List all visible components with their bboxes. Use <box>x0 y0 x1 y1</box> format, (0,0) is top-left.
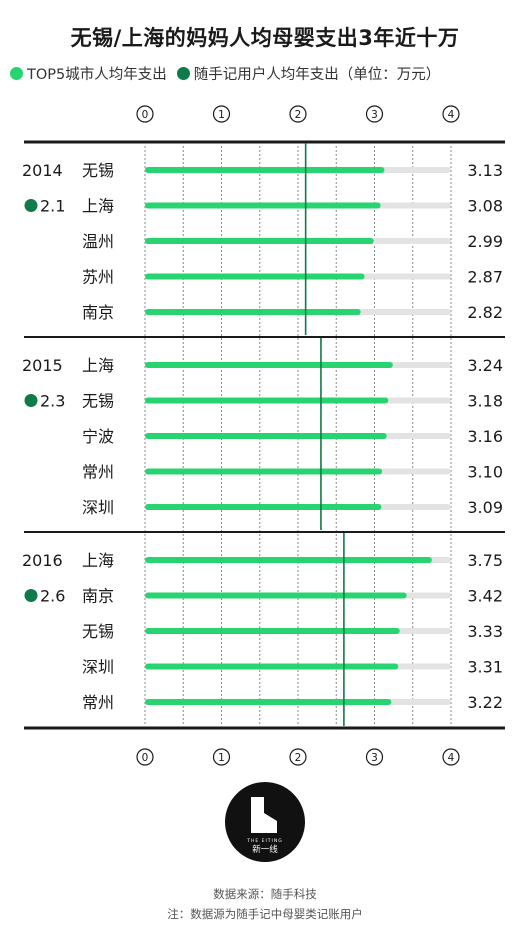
axis-tick-top-label: 2 <box>295 109 302 121</box>
bar-category-label: 宁波 <box>82 427 114 446</box>
logo-name: 新一线 <box>252 844 278 855</box>
bar-value-label: 3.42 <box>467 587 503 606</box>
axis-tick-bottom-label: 1 <box>218 752 225 764</box>
average-dot <box>24 589 38 602</box>
average-value-label: 2.3 <box>40 392 65 411</box>
legend-label-average: 随手记用户人均年支出（单位：万元） <box>193 67 441 83</box>
bar <box>145 309 361 315</box>
group-year-label: 2015 <box>22 356 63 375</box>
bar-value-label: 3.09 <box>467 498 503 517</box>
bar <box>145 628 400 634</box>
bar-category-label: 上海 <box>82 551 114 570</box>
axis-tick-bottom-label: 3 <box>371 752 378 764</box>
bar-category-label: 无锡 <box>82 392 114 411</box>
axis-tick-top-circle <box>289 105 307 123</box>
average-dot <box>24 199 38 212</box>
axis-tick-bottom-circle <box>442 748 460 766</box>
bar <box>145 273 365 280</box>
bar-value-label: 3.22 <box>467 693 503 712</box>
axis-tick-top-label: 4 <box>448 109 455 121</box>
axis-tick-top-circle <box>212 105 231 123</box>
bar-value-label: 3.33 <box>467 622 503 641</box>
bar-value-label: 3.75 <box>467 551 503 570</box>
bar-category-label: 深圳 <box>82 498 114 517</box>
bar-category-label: 常州 <box>82 693 114 712</box>
bar-value-label: 2.82 <box>467 303 503 322</box>
bar <box>145 504 382 510</box>
bar-value-label: 2.99 <box>467 232 503 251</box>
axis-tick-top-label: 0 <box>142 109 149 121</box>
group-year-label: 2016 <box>22 551 63 570</box>
legend: TOP5城市人均年支出 随手记用户人均年支出（单位：万元） <box>10 63 450 84</box>
bar <box>145 663 399 670</box>
average-value-label: 2.1 <box>40 197 65 216</box>
bar-category-label: 无锡 <box>82 622 114 641</box>
axis-tick-bottom-label: 0 <box>142 752 149 764</box>
bar-category-label: 温州 <box>82 232 114 251</box>
axis-tick-bottom-circle <box>365 748 384 766</box>
axis-tick-bottom-circle <box>212 748 231 766</box>
bar-value-label: 3.10 <box>467 463 503 482</box>
bar <box>145 699 392 705</box>
bar <box>145 592 407 599</box>
bar <box>145 557 432 563</box>
axis-tick-bottom-circle <box>136 748 154 766</box>
axis-tick-top-circle <box>365 105 384 123</box>
axis-tick-top-circle <box>442 105 460 123</box>
bar-value-label: 3.13 <box>467 161 503 180</box>
chart-title: 无锡/上海的妈妈人均母婴支出3年近十万 <box>70 26 460 50</box>
bar-category-label: 南京 <box>82 303 114 322</box>
note-line: 注：数据源为随手记中母婴类记账用户 <box>167 907 363 921</box>
axis-tick-top-label: 3 <box>371 109 378 121</box>
average-dot <box>24 394 38 407</box>
bar-value-label: 3.24 <box>467 356 503 375</box>
bar <box>145 468 383 475</box>
legend-label-top5: TOP5城市人均年支出 <box>27 67 167 83</box>
bar-category-label: 无锡 <box>82 161 114 180</box>
axis-tick-bottom-label: 4 <box>448 752 455 764</box>
bar-category-label: 上海 <box>82 356 114 375</box>
logo-mark <box>251 797 264 833</box>
bar-category-label: 上海 <box>82 197 114 216</box>
legend-item-top5: TOP5城市人均年支出 <box>10 63 167 84</box>
bar-value-label: 3.16 <box>467 427 503 446</box>
bar <box>145 202 381 209</box>
legend-item-average: 随手记用户人均年支出（单位：万元） <box>176 63 441 84</box>
bar <box>145 238 374 244</box>
bar-category-label: 深圳 <box>82 658 114 677</box>
axis-tick-bottom-label: 2 <box>295 752 302 764</box>
axis-tick-top-label: 1 <box>218 109 225 121</box>
legend-dot-average <box>176 67 190 80</box>
bar-category-label: 常州 <box>82 463 114 482</box>
logo-subtext: THE EITING <box>246 838 283 844</box>
legend-dot-top5 <box>10 67 23 80</box>
logo-mark <box>264 813 277 833</box>
bar-value-label: 3.08 <box>467 197 503 216</box>
axis-tick-bottom-circle <box>289 748 307 766</box>
group-year-label: 2014 <box>22 161 63 180</box>
bar-value-label: 3.18 <box>467 392 503 411</box>
axis-tick-top-circle <box>136 105 154 123</box>
average-value-label: 2.6 <box>40 587 65 606</box>
bar <box>145 167 385 173</box>
bar-category-label: 南京 <box>82 587 114 606</box>
source-line: 数据来源：随手科技 <box>213 887 317 901</box>
bar-value-label: 2.87 <box>467 268 503 287</box>
bar-value-label: 3.31 <box>467 658 503 677</box>
bar <box>145 397 389 404</box>
bar-category-label: 苏州 <box>82 268 114 287</box>
bar <box>145 362 393 368</box>
bar <box>145 433 387 439</box>
